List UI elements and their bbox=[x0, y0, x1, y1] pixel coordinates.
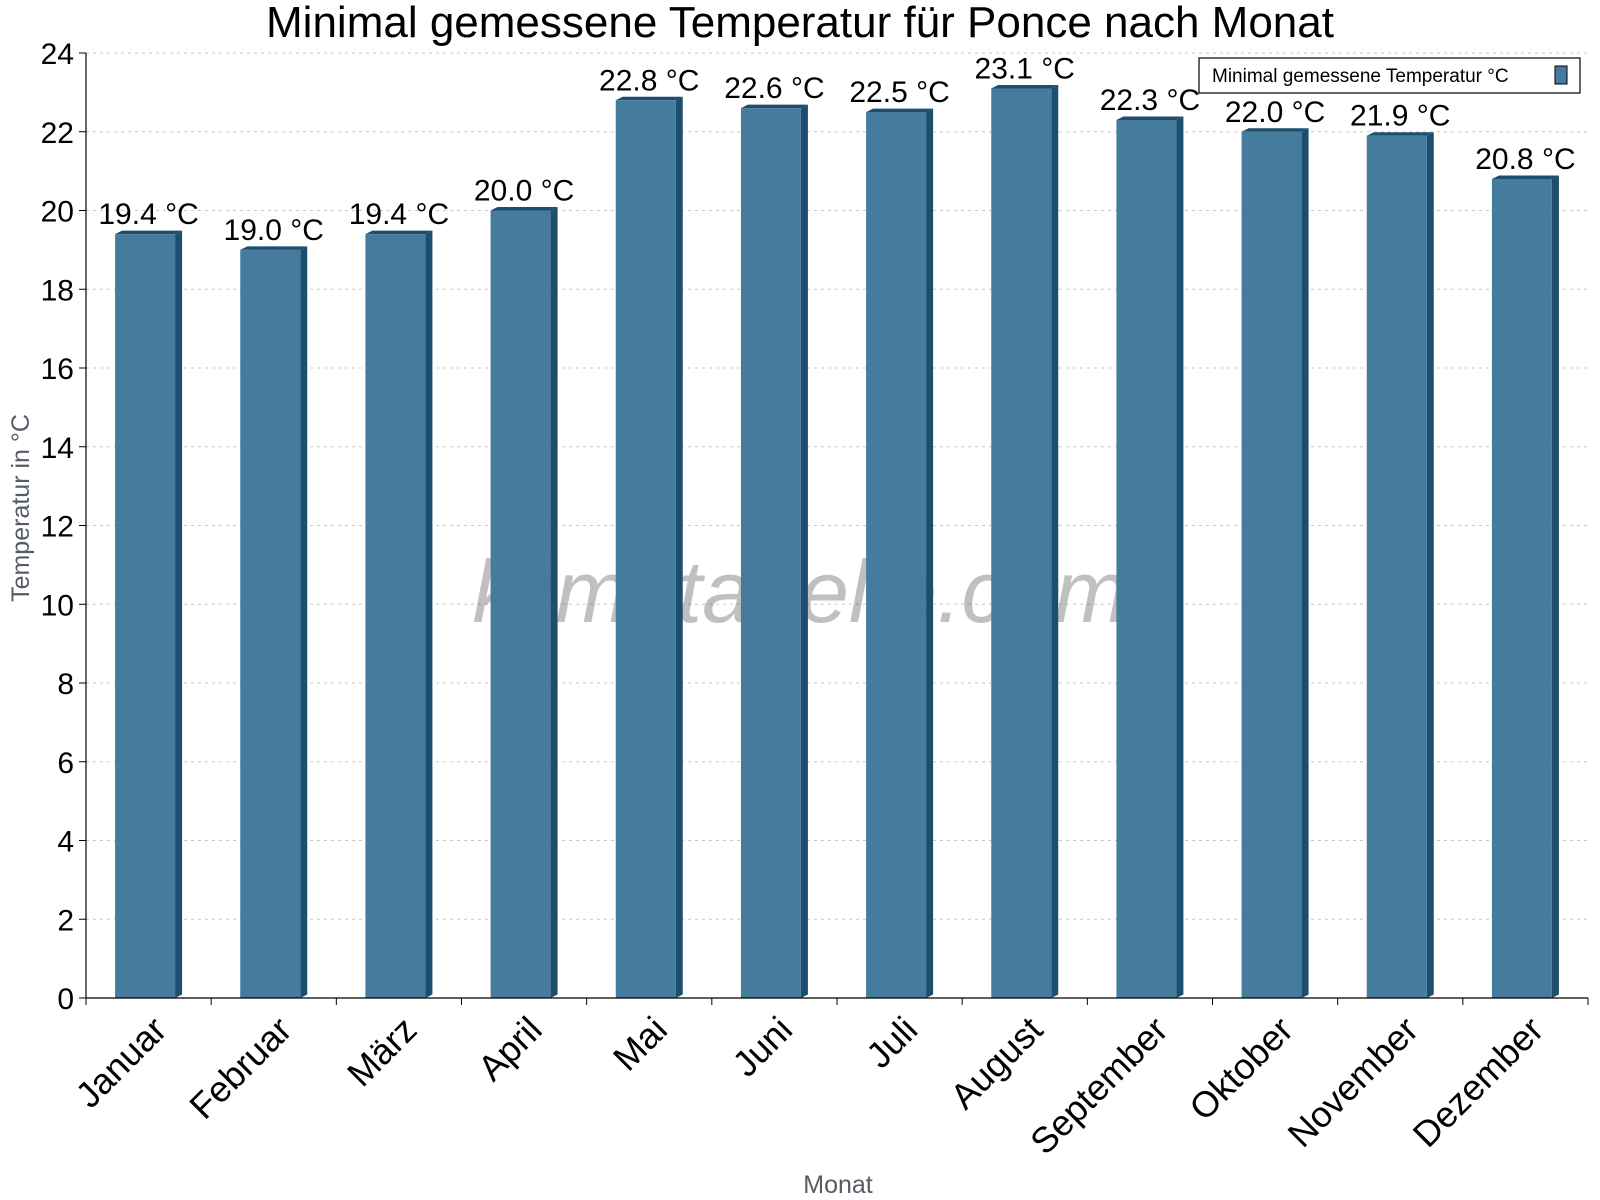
grid-lines bbox=[86, 52, 1588, 920]
y-tick-label: 6 bbox=[57, 747, 74, 780]
bar-februar bbox=[240, 246, 308, 998]
y-tick-label: 4 bbox=[57, 826, 74, 859]
bars bbox=[115, 84, 1559, 998]
bar-side bbox=[1176, 116, 1184, 998]
bar-juni bbox=[740, 104, 808, 998]
bar-value-label: 22.3 °C bbox=[1100, 84, 1200, 117]
bar-face bbox=[740, 108, 801, 998]
bar-juli bbox=[866, 108, 934, 998]
bar-oktober bbox=[1241, 128, 1309, 998]
bar-face bbox=[490, 210, 551, 998]
y-tick-label: 0 bbox=[57, 983, 74, 1016]
bar-value-label: 22.8 °C bbox=[599, 64, 699, 97]
x-tick-label: März bbox=[339, 1009, 425, 1095]
bar-face bbox=[1116, 119, 1177, 998]
x-tick-label: August bbox=[942, 1009, 1050, 1117]
bar-top bbox=[1491, 175, 1559, 179]
bar-value-label: 19.4 °C bbox=[349, 198, 449, 231]
y-tick-label: 14 bbox=[41, 432, 74, 465]
bar-side bbox=[800, 104, 808, 998]
y-axis-label: Temperatur in °C bbox=[7, 414, 35, 602]
bar-november bbox=[1366, 132, 1434, 998]
chart-title: Minimal gemessene Temperatur für Ponce n… bbox=[266, 0, 1334, 47]
bar-top bbox=[1241, 128, 1309, 132]
y-tick-label: 16 bbox=[41, 353, 74, 386]
bar-top bbox=[490, 207, 558, 211]
bar-face bbox=[866, 112, 927, 998]
y-tick-label: 8 bbox=[57, 668, 74, 701]
y-tick-label: 12 bbox=[41, 511, 74, 544]
bar-top bbox=[1116, 116, 1184, 120]
bar-side bbox=[550, 207, 558, 998]
legend-label: Minimal gemessene Temperatur °C bbox=[1212, 66, 1509, 87]
bar-face bbox=[115, 234, 176, 998]
x-tick-label: September bbox=[1022, 1009, 1176, 1163]
bar-side bbox=[425, 230, 433, 998]
bar-value-label: 22.5 °C bbox=[849, 76, 949, 109]
bar-side bbox=[300, 246, 308, 998]
bar-face bbox=[991, 88, 1052, 998]
bar-januar bbox=[115, 230, 183, 998]
value-labels: 19.4 °C 19.0 °C 19.4 °C 20.0 °C 22.8 °C 22.6 … bbox=[98, 52, 1575, 246]
x-tick-label: Oktober bbox=[1181, 1009, 1301, 1129]
bar-face bbox=[240, 249, 301, 998]
bar-value-label: 20.8 °C bbox=[1475, 143, 1575, 176]
bar-value-label: 22.6 °C bbox=[724, 72, 824, 105]
y-tick-label: 24 bbox=[41, 38, 74, 71]
bar-value-label: 23.1 °C bbox=[975, 52, 1075, 85]
x-tick-label: November bbox=[1279, 1009, 1425, 1155]
bar-april bbox=[490, 207, 558, 998]
x-tick-label: Juli bbox=[858, 1009, 925, 1076]
bar-mai bbox=[615, 96, 683, 998]
bar-side bbox=[1301, 128, 1309, 998]
x-axis-label: Monat bbox=[803, 1171, 873, 1199]
bar-value-label: 22.0 °C bbox=[1225, 96, 1325, 129]
bar-top bbox=[365, 230, 433, 235]
bar-september bbox=[1116, 116, 1184, 998]
x-tick-label: Mai bbox=[605, 1009, 675, 1079]
bar-face bbox=[1241, 131, 1302, 998]
bar-top bbox=[115, 230, 183, 235]
bar-top bbox=[740, 104, 808, 109]
bar-märz bbox=[365, 230, 433, 998]
x-tick-label: Juni bbox=[724, 1009, 800, 1085]
bar-top bbox=[1366, 132, 1434, 136]
bar-value-label: 20.0 °C bbox=[474, 175, 574, 208]
bar-august bbox=[991, 84, 1059, 998]
x-tick-label: Dezember bbox=[1405, 1009, 1551, 1155]
bar-side bbox=[1551, 175, 1559, 998]
bar-top bbox=[866, 108, 934, 113]
y-tick-label: 18 bbox=[41, 274, 74, 307]
y-tick-label: 10 bbox=[41, 589, 74, 622]
bar-value-label: 19.0 °C bbox=[224, 214, 324, 247]
bar-top bbox=[991, 84, 1059, 89]
x-tick-label: April bbox=[470, 1009, 550, 1089]
legend-swatch bbox=[1554, 65, 1568, 85]
x-tick-label: Januar bbox=[67, 1009, 174, 1116]
bar-side bbox=[926, 108, 934, 998]
legend-box bbox=[1198, 57, 1581, 94]
legend: Minimal gemessene Temperatur °C bbox=[1198, 57, 1581, 94]
bar-top bbox=[240, 246, 308, 250]
bar-side bbox=[675, 96, 683, 998]
y-tick-label: 22 bbox=[41, 117, 74, 150]
x-tick-label: Februar bbox=[181, 1009, 299, 1127]
bar-face bbox=[1366, 135, 1427, 998]
bar-face bbox=[615, 100, 676, 998]
bar-face bbox=[365, 234, 426, 998]
bar-side bbox=[1426, 132, 1434, 998]
y-tick-label: 20 bbox=[41, 196, 74, 229]
bar-top bbox=[615, 96, 683, 101]
bar-face bbox=[1491, 179, 1552, 998]
bar-side bbox=[175, 230, 183, 998]
y-tick-label: 2 bbox=[57, 904, 74, 937]
bar-value-label: 19.4 °C bbox=[98, 198, 198, 231]
bar-side bbox=[1051, 84, 1059, 998]
bar-dezember bbox=[1491, 175, 1559, 998]
bar-value-label: 21.9 °C bbox=[1350, 100, 1450, 133]
